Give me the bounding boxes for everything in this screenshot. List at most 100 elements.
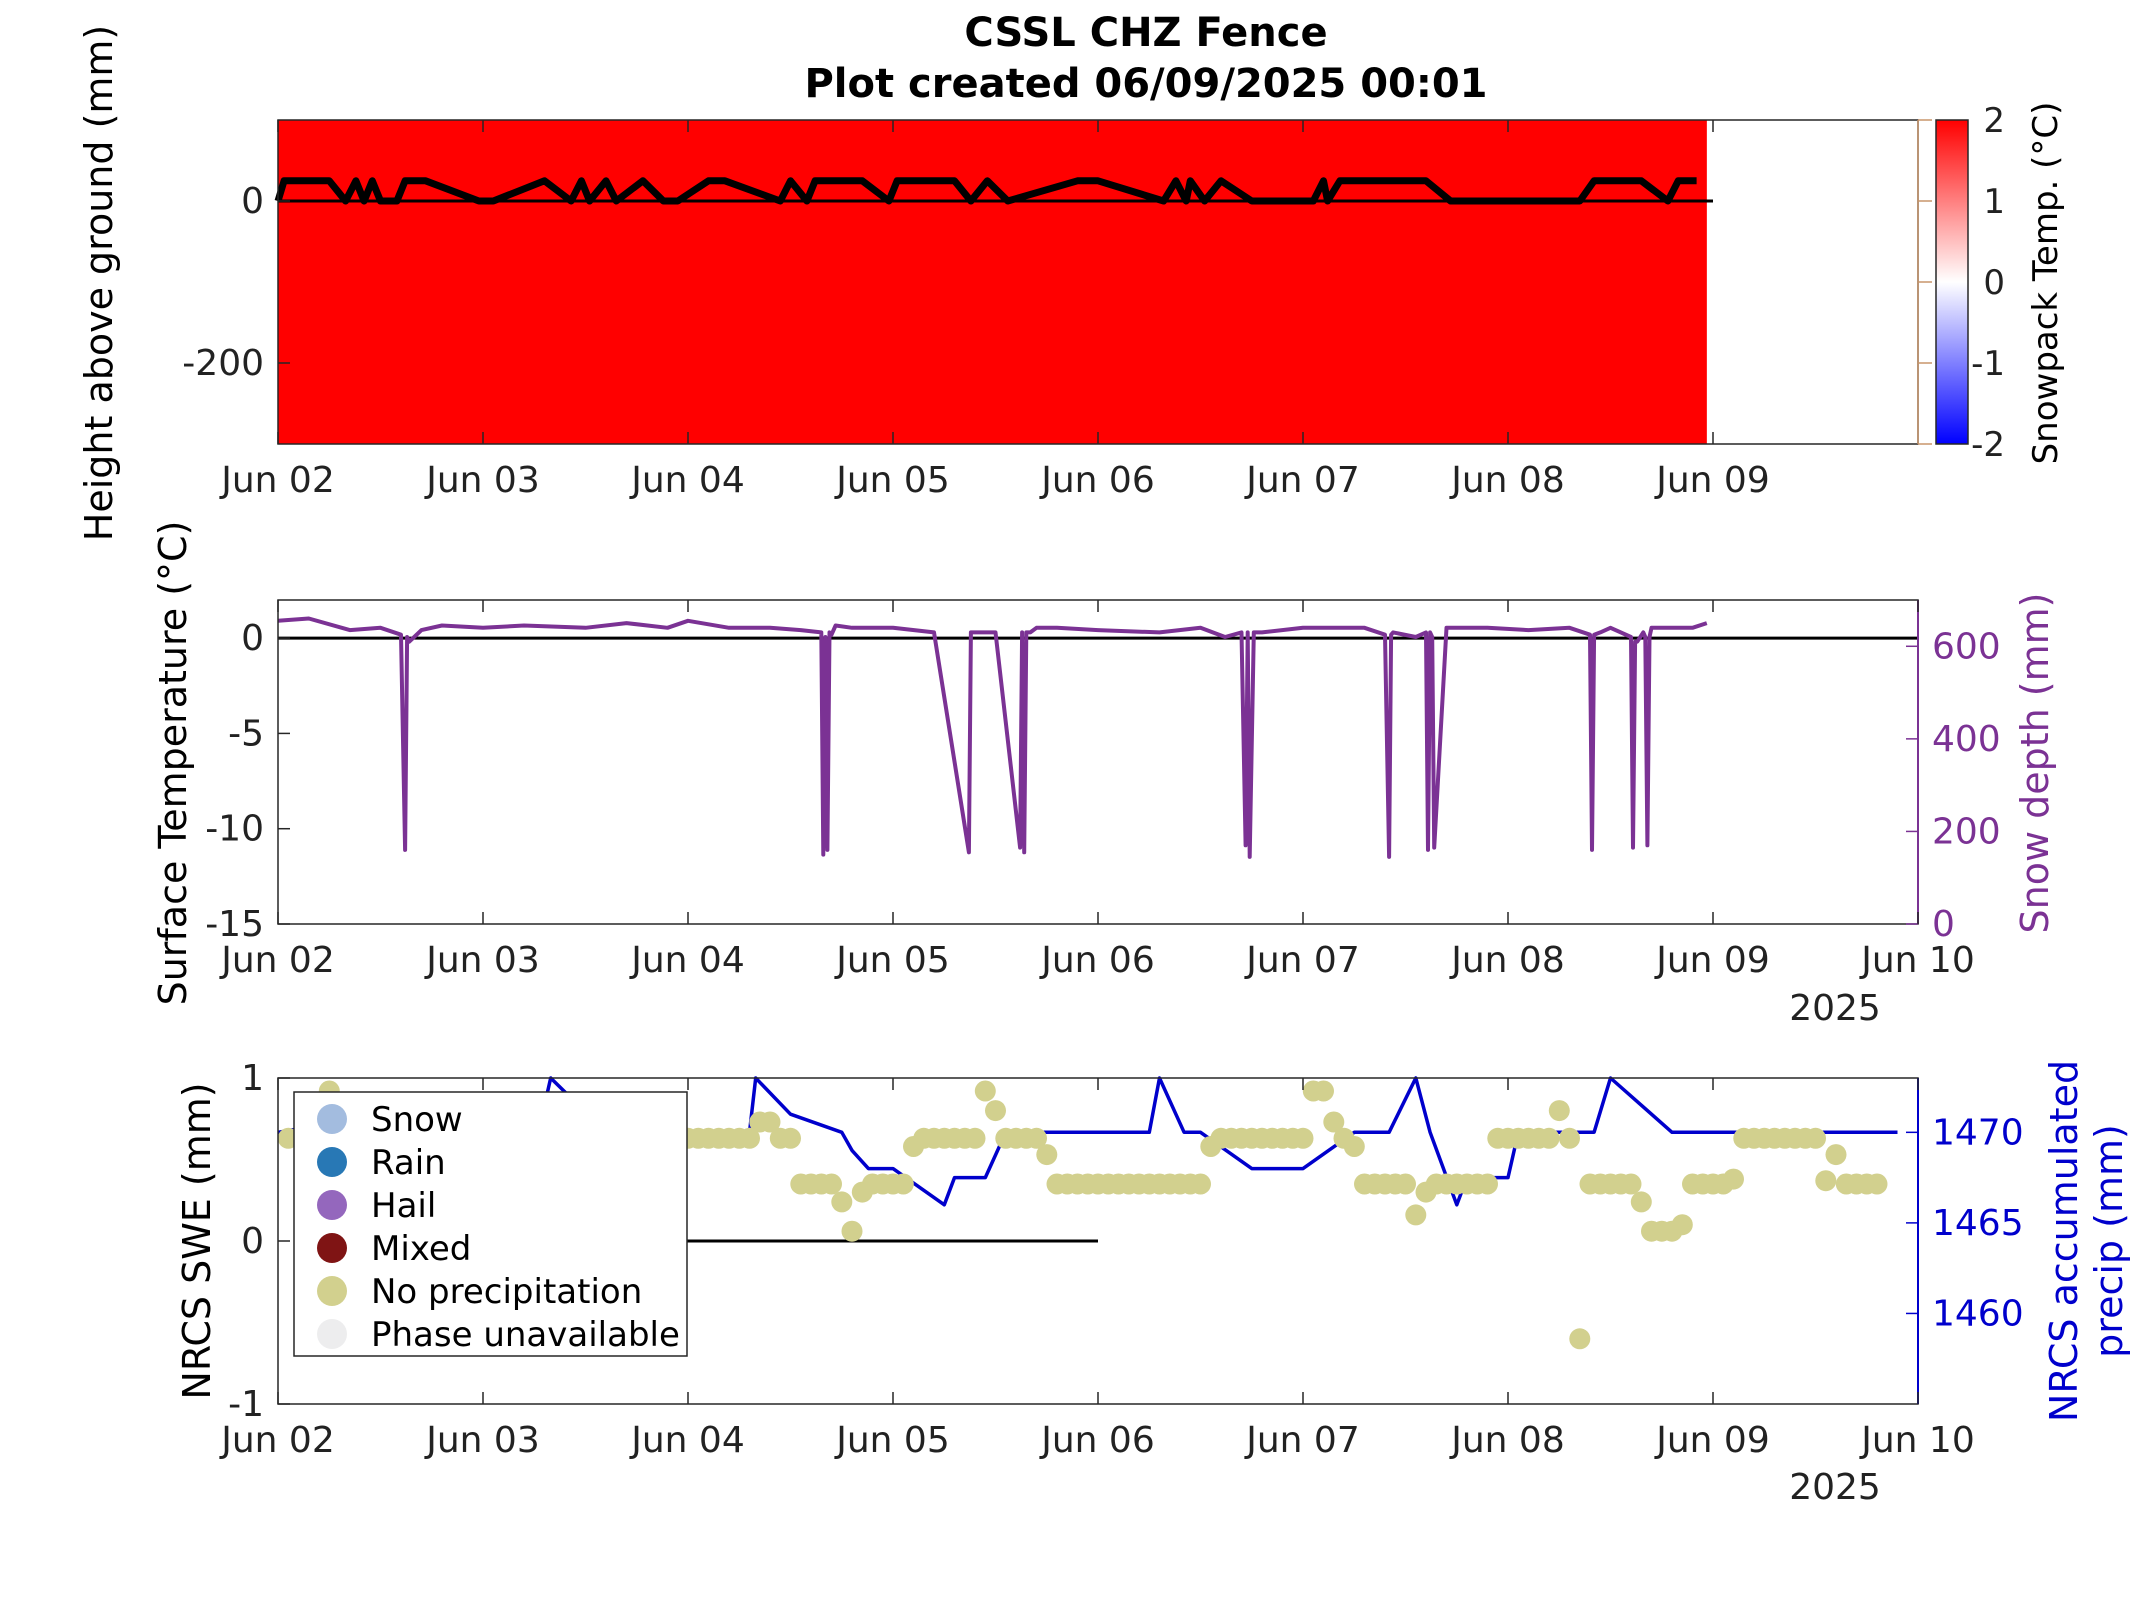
no-precip-point bbox=[1559, 1127, 1580, 1149]
y2-tick-label: 1465 bbox=[1932, 1203, 2024, 1244]
no-precip-point bbox=[739, 1127, 760, 1149]
no-precip-point bbox=[1866, 1173, 1888, 1195]
colorbar-tick-label: -2 bbox=[1971, 425, 2005, 465]
axes-frame bbox=[277, 599, 1919, 925]
x-tick-label: Jun 02 bbox=[219, 460, 335, 501]
accumulated-precip-line bbox=[277, 1076, 1898, 1207]
no-precip-point bbox=[1569, 1328, 1591, 1350]
surface-panel: -15 -10 -5 0 0 200 400 600 Jun 02 Jun 03 Jun 04 Jun… bbox=[151, 521, 2057, 1029]
figure-title-line2: Plot created 06/09/2025 00:01 bbox=[804, 61, 1487, 107]
no-precip-point bbox=[1343, 1136, 1365, 1157]
x-tick-label: Jun 04 bbox=[629, 460, 745, 501]
x-tick-label: Jun 02 bbox=[219, 1420, 335, 1461]
colorbar-tick-label: -1 bbox=[1971, 344, 2005, 384]
y-tick-label: -200 bbox=[182, 343, 264, 384]
no-precip-point bbox=[1620, 1173, 1642, 1195]
colorbar-label: Snowpack Temp. (°C) bbox=[2026, 102, 2066, 465]
no-precip-point bbox=[1805, 1127, 1826, 1149]
no-precip-point bbox=[1190, 1173, 1211, 1195]
snowpack-panel: -200 0 Jun 02 Jun 03 Jun 04 Jun 05 Jun 06 Jun 0… bbox=[77, 25, 2066, 542]
y-tick-label: -1 bbox=[228, 1384, 264, 1425]
legend-box bbox=[293, 1091, 688, 1357]
y-tick-label: 0 bbox=[241, 618, 264, 659]
colorbar-tick-label: 0 bbox=[1983, 263, 2005, 303]
snow-height-line bbox=[274, 177, 1697, 205]
colorbar bbox=[1935, 119, 1969, 445]
y2-axis-label-line2: precip (mm) bbox=[2087, 1124, 2131, 1358]
no-precip-point bbox=[780, 1127, 801, 1149]
no-precip-point bbox=[1036, 1144, 1058, 1166]
legend-marker bbox=[317, 1276, 347, 1306]
x-tick-label: Jun 09 bbox=[1654, 940, 1770, 981]
x-tick-label: Jun 08 bbox=[1449, 460, 1565, 501]
x-tick-label: Jun 06 bbox=[1039, 940, 1155, 981]
no-precip-point bbox=[985, 1100, 1006, 1122]
y2-tick-label: 400 bbox=[1932, 719, 2001, 760]
no-precip-point bbox=[831, 1191, 853, 1213]
legend-label: Snow bbox=[371, 1100, 463, 1140]
y-tick-label: -15 bbox=[205, 904, 264, 945]
legend-marker bbox=[317, 1233, 347, 1263]
y-tick-label: 0 bbox=[241, 181, 264, 222]
no-precip-point bbox=[1405, 1204, 1427, 1226]
no-precip-point bbox=[974, 1080, 996, 1102]
no-precip-point bbox=[892, 1173, 914, 1195]
legend-label: Hail bbox=[371, 1186, 436, 1226]
no-precip-point bbox=[1026, 1127, 1047, 1149]
no-precip-point bbox=[1723, 1168, 1744, 1190]
x-tick-label: Jun 03 bbox=[424, 1420, 540, 1461]
x-tick-label: Jun 04 bbox=[629, 940, 745, 981]
colorbar-tick-label: 1 bbox=[1983, 182, 2005, 222]
x-tick-label: Jun 05 bbox=[834, 1420, 950, 1461]
legend-label: No precipitation bbox=[371, 1272, 642, 1312]
no-precip-point bbox=[1671, 1214, 1693, 1236]
no-precip-point bbox=[1825, 1144, 1847, 1166]
x-tick-label: Jun 10 bbox=[1859, 1420, 1975, 1461]
nrcs-panel: -1 0 1 1460 1465 1470 Jun 02 Jun 03 Jun 04 Jun 05… bbox=[175, 1058, 2131, 1508]
y-tick-label: -10 bbox=[205, 809, 264, 850]
y-tick-label: -5 bbox=[228, 713, 264, 754]
no-precip-point bbox=[821, 1173, 842, 1195]
x-tick-label: Jun 10 bbox=[1859, 940, 1975, 981]
y2-tick-label: 0 bbox=[1932, 904, 1955, 945]
legend-marker bbox=[317, 1147, 347, 1177]
y2-axis-label: Snow depth (mm) bbox=[2013, 593, 2057, 934]
no-precip-group bbox=[1702, 1127, 1888, 1195]
year-label: 2025 bbox=[1789, 988, 1881, 1029]
x-tick-label: Jun 09 bbox=[1654, 1420, 1770, 1461]
no-precip-group bbox=[277, 1080, 1714, 1350]
no-precip-point bbox=[1630, 1191, 1652, 1213]
y2-tick-label: 1460 bbox=[1932, 1293, 2024, 1334]
x-tick-label: Jun 03 bbox=[424, 460, 540, 501]
y-axis-label: Surface Temperature (°C) bbox=[151, 521, 195, 1006]
y-axis-label: Height above ground (mm) bbox=[77, 25, 121, 542]
legend-label: Phase unavailable bbox=[371, 1315, 680, 1355]
x-tick-label: Jun 02 bbox=[219, 940, 335, 981]
no-precip-point bbox=[841, 1220, 863, 1242]
figure-title-line1: CSSL CHZ Fence bbox=[964, 10, 1327, 56]
x-tick-label: Jun 06 bbox=[1039, 1420, 1155, 1461]
y2-tick-label: 200 bbox=[1932, 811, 2001, 852]
no-precip-point bbox=[1548, 1100, 1570, 1122]
y-tick-label: 0 bbox=[241, 1221, 264, 1262]
x-tick-label: Jun 07 bbox=[1244, 460, 1360, 501]
no-precip-point bbox=[1323, 1111, 1345, 1133]
no-precip-point bbox=[1313, 1080, 1334, 1102]
no-precip-point bbox=[759, 1111, 781, 1133]
snowpack-temp-heatmap bbox=[278, 120, 1707, 444]
no-precip-point bbox=[1815, 1170, 1837, 1192]
no-precip-point bbox=[1292, 1127, 1314, 1149]
no-precip-point bbox=[1477, 1173, 1498, 1195]
x-tick-label: Jun 09 bbox=[1654, 460, 1770, 501]
year-label: 2025 bbox=[1789, 1467, 1881, 1508]
y-axis-label: NRCS SWE (mm) bbox=[175, 1082, 219, 1399]
colorbar-tick-label: 2 bbox=[1983, 101, 2005, 141]
y2-axis-label-line1: NRCS accumulated bbox=[2042, 1060, 2086, 1422]
x-tick-label: Jun 04 bbox=[629, 1420, 745, 1461]
x-tick-label: Jun 06 bbox=[1039, 460, 1155, 501]
snow-depth-line bbox=[277, 616, 1708, 859]
x-tick-label: Jun 05 bbox=[834, 940, 950, 981]
legend-label: Mixed bbox=[371, 1229, 471, 1269]
y-tick-label: 1 bbox=[241, 1058, 264, 1099]
legend-label: Rain bbox=[371, 1143, 446, 1183]
